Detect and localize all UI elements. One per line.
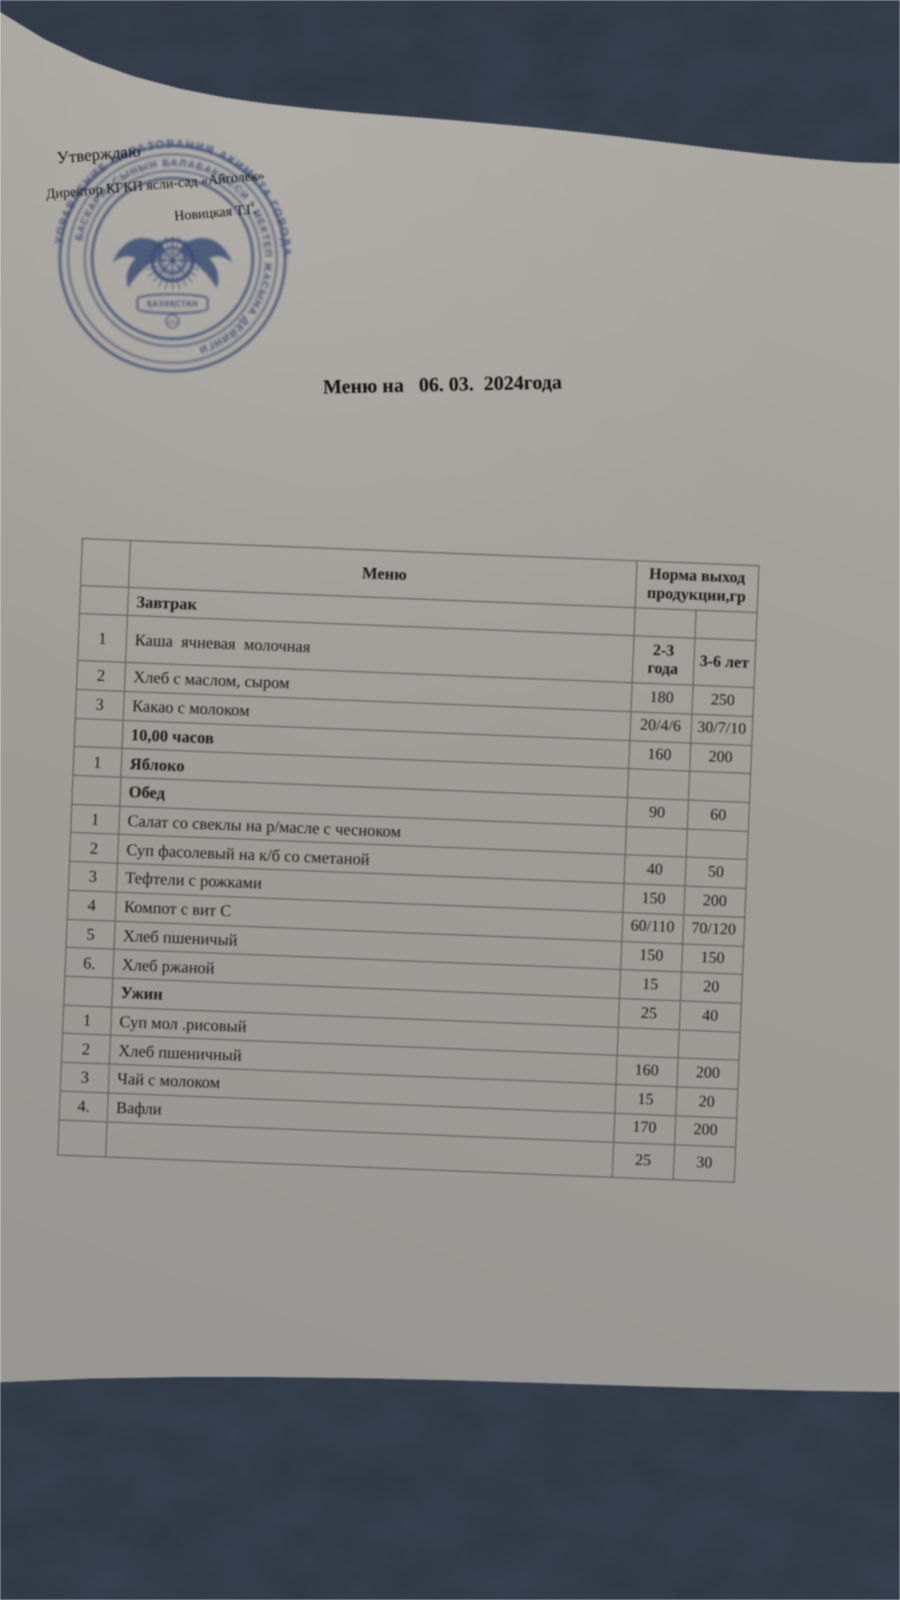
svg-text:ҚАЗАҚСТАН: ҚАЗАҚСТАН xyxy=(147,300,198,309)
svg-text:1412: 1412 xyxy=(167,320,178,326)
